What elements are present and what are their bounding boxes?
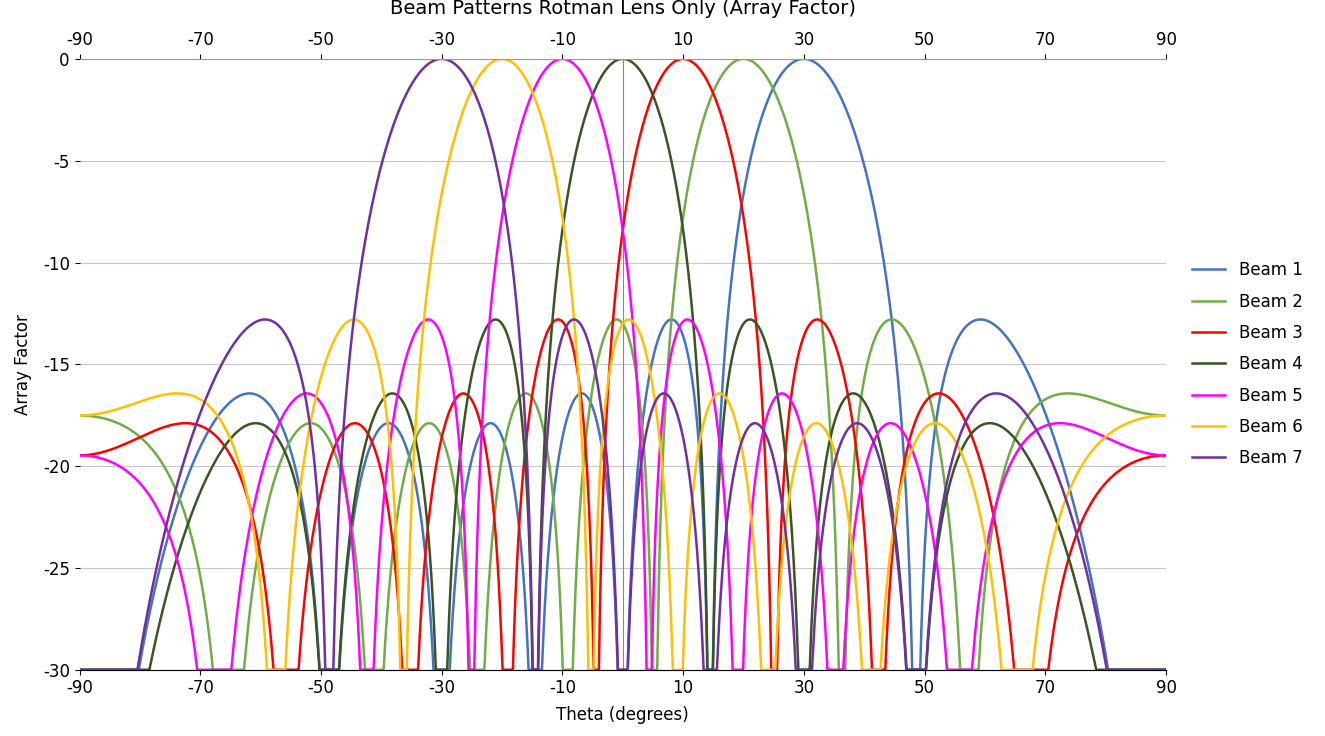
- Beam 4: [72, 665, 87, 674]
- Beam 7: [433, 54, 449, 63]
- Beam 3: [72, 451, 87, 460]
- Beam 4: [910, 665, 926, 674]
- Beam 6: [72, 411, 87, 420]
- Beam 4: [140, 665, 156, 674]
- Beam 3: [409, 665, 425, 674]
- Beam 5: [409, 324, 425, 333]
- Beam 7: [910, 665, 926, 674]
- Beam 5: [912, 467, 927, 475]
- Beam 4: [200, 470, 216, 478]
- Beam 4: [203, 467, 219, 475]
- Beam 7: [1158, 665, 1174, 674]
- Beam 7: [200, 388, 216, 397]
- Beam 6: [912, 431, 927, 439]
- Beam 6: [260, 665, 276, 674]
- Beam 2: [200, 627, 216, 636]
- Beam 2: [735, 54, 751, 63]
- Beam 2: [203, 640, 219, 648]
- Beam 6: [140, 394, 156, 403]
- Beam 3: [140, 429, 156, 438]
- Beam 5: [203, 665, 219, 674]
- Beam 2: [823, 433, 839, 442]
- Beam 4: [409, 443, 425, 452]
- Beam 3: [203, 427, 219, 436]
- Beam 5: [140, 489, 156, 498]
- Beam 5: [72, 451, 87, 460]
- Beam 6: [1158, 411, 1174, 420]
- Beam 1: [72, 665, 87, 674]
- Beam 1: [823, 74, 839, 83]
- Line: Beam 7: Beam 7: [80, 59, 1166, 670]
- Beam 4: [615, 54, 631, 63]
- Beam 5: [201, 665, 217, 674]
- Beam 5: [823, 665, 839, 674]
- Beam 6: [200, 401, 216, 410]
- Beam 4: [1158, 665, 1174, 674]
- Beam 1: [140, 616, 156, 625]
- Legend: Beam 1, Beam 2, Beam 3, Beam 4, Beam 5, Beam 6, Beam 7: Beam 1, Beam 2, Beam 3, Beam 4, Beam 5, …: [1185, 255, 1309, 474]
- Beam 2: [409, 430, 425, 439]
- Beam 2: [140, 440, 156, 449]
- Beam 2: [205, 665, 221, 674]
- Beam 6: [203, 403, 219, 411]
- Beam 3: [676, 54, 692, 63]
- Beam 7: [203, 384, 219, 393]
- Beam 3: [1158, 451, 1174, 460]
- Beam 6: [494, 54, 510, 63]
- Beam 4: [823, 434, 839, 442]
- Beam 7: [140, 605, 156, 614]
- Beam 2: [1158, 411, 1174, 420]
- Beam 3: [265, 665, 281, 674]
- Beam 1: [796, 54, 812, 63]
- Beam 3: [823, 329, 839, 338]
- Line: Beam 3: Beam 3: [80, 59, 1166, 670]
- Line: Beam 1: Beam 1: [80, 59, 1166, 670]
- Beam 7: [823, 478, 839, 486]
- Beam 2: [912, 355, 927, 364]
- Beam 3: [912, 408, 927, 417]
- Beam 3: [200, 425, 216, 434]
- Beam 5: [189, 665, 205, 674]
- Beam 6: [409, 390, 425, 399]
- Line: Beam 4: Beam 4: [80, 59, 1166, 670]
- Beam 7: [72, 665, 87, 674]
- Beam 1: [1158, 665, 1174, 674]
- Beam 1: [200, 426, 216, 435]
- Y-axis label: Array Factor: Array Factor: [13, 314, 32, 415]
- Line: Beam 6: Beam 6: [80, 59, 1166, 670]
- Line: Beam 5: Beam 5: [80, 59, 1166, 670]
- Beam 6: [823, 436, 839, 445]
- Beam 2: [72, 411, 87, 420]
- Line: Beam 2: Beam 2: [80, 59, 1166, 670]
- Beam 5: [554, 54, 570, 63]
- Beam 1: [203, 424, 219, 433]
- Beam 1: [910, 665, 926, 674]
- Beam 5: [1158, 451, 1174, 460]
- Beam 7: [409, 71, 425, 80]
- Beam 1: [409, 489, 425, 498]
- X-axis label: Theta (degrees): Theta (degrees): [556, 706, 689, 723]
- Title: Beam Patterns Rotman Lens Only (Array Factor): Beam Patterns Rotman Lens Only (Array Fa…: [390, 0, 856, 18]
